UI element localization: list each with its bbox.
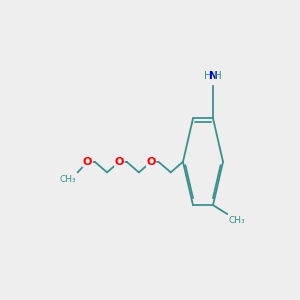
Text: O: O bbox=[115, 157, 124, 167]
Text: H: H bbox=[204, 71, 212, 81]
Text: CH₃: CH₃ bbox=[60, 175, 76, 184]
Text: H: H bbox=[214, 71, 222, 81]
Text: O: O bbox=[83, 157, 92, 167]
Text: CH₃: CH₃ bbox=[228, 216, 245, 225]
Text: N: N bbox=[208, 71, 217, 81]
Text: O: O bbox=[146, 157, 156, 167]
